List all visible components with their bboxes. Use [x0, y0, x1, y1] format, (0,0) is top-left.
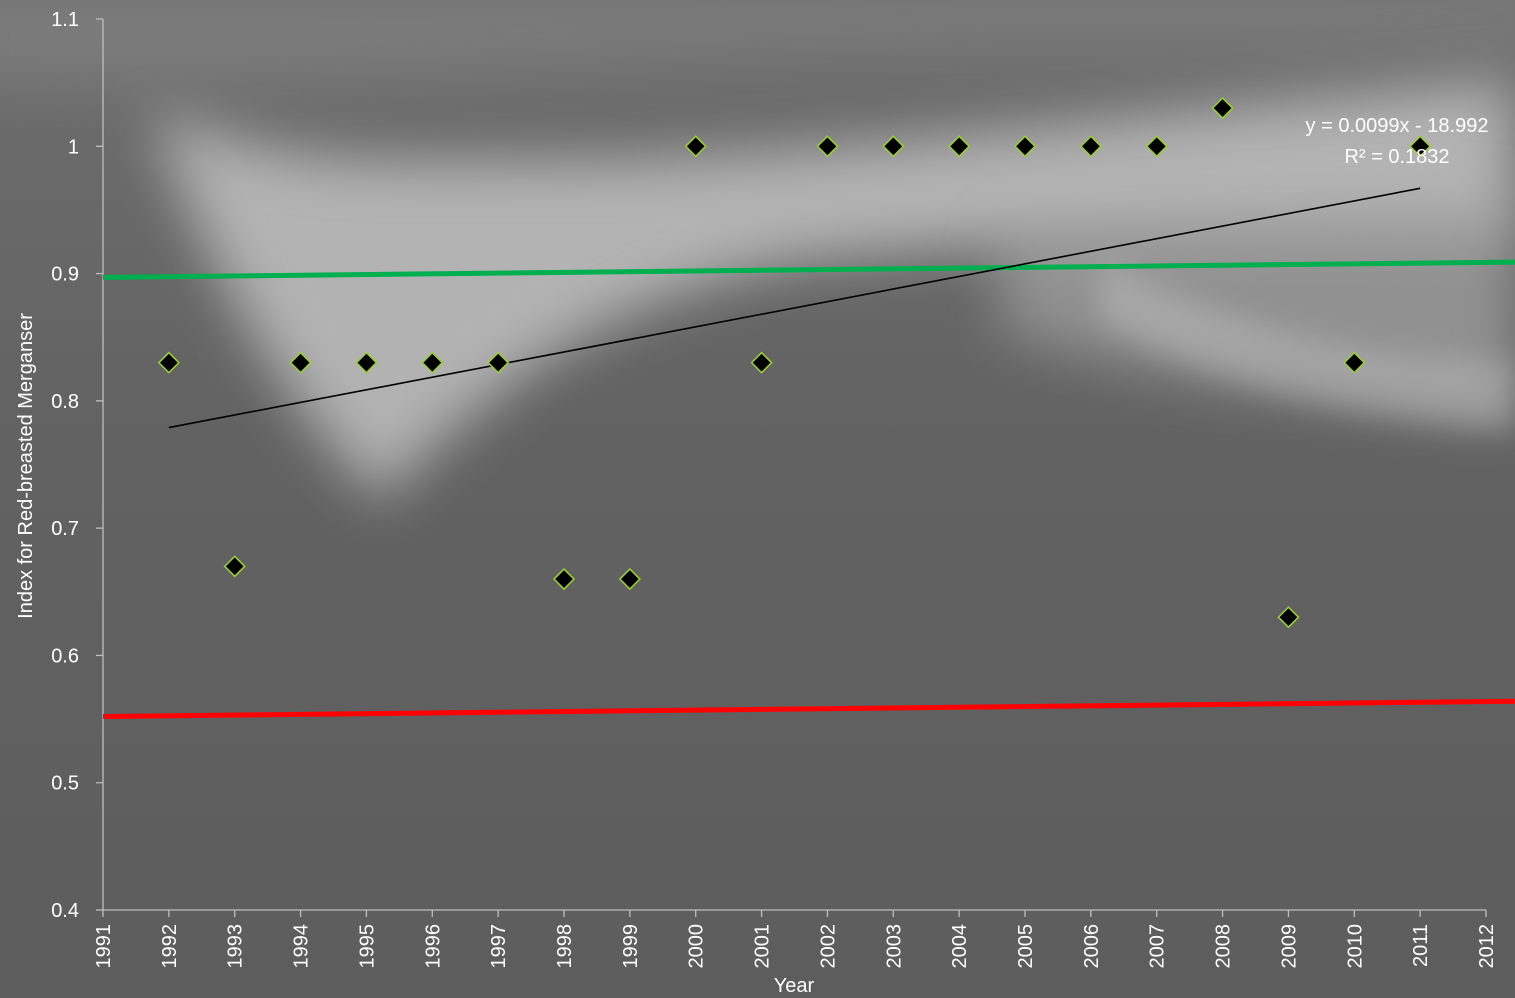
y-tick-label: 1.1: [51, 9, 79, 31]
y-tick-label: 1: [68, 136, 79, 158]
y-tick-label: 0.5: [51, 773, 79, 795]
x-tick-label: 1993: [225, 924, 247, 969]
x-tick-label: 2002: [817, 924, 839, 969]
data-point: [355, 351, 378, 374]
data-point: [1277, 606, 1300, 629]
data-point: [1343, 351, 1366, 374]
y-ticks: 0.4 0.5 0.6 0.7 0.8 0.9 1 1.1: [51, 9, 103, 922]
y-axis-title: Index for Red-breasted Merganser: [15, 313, 37, 619]
data-point: [487, 351, 510, 374]
x-tick-label: 2006: [1081, 924, 1103, 969]
x-tick-label: 1991: [93, 924, 115, 969]
trendline-line: [168, 187, 1421, 429]
trendline-equation: y = 0.0099x - 18.992: [1306, 115, 1489, 137]
x-tick-label: 2005: [1015, 924, 1037, 969]
x-tick-label: 2007: [1147, 924, 1169, 969]
data-point: [289, 351, 312, 374]
data-point: [948, 135, 971, 158]
x-tick-label: 1999: [620, 924, 642, 969]
reference-line-2: [102, 698, 1515, 720]
data-point: [1409, 135, 1432, 158]
axes: [102, 19, 1486, 911]
data-point: [882, 135, 905, 158]
data-point: [1013, 135, 1037, 158]
y-tick-label: 0.8: [51, 391, 79, 413]
x-tick-label: 1992: [159, 924, 181, 969]
scatter-points: [157, 96, 1432, 629]
x-tick-label: 1995: [356, 924, 378, 969]
y-tick-label: 0.7: [51, 518, 79, 540]
x-tick-label: 1996: [422, 924, 444, 969]
trendline: [168, 187, 1421, 429]
x-tick-label: 2012: [1476, 924, 1498, 969]
x-tick-label: 1998: [554, 924, 576, 969]
x-axis-title: Year: [774, 975, 815, 997]
x-tick-label: 2009: [1278, 924, 1300, 969]
data-point: [223, 555, 246, 578]
trendline-r-squared: R² = 0.1832: [1344, 146, 1449, 168]
x-tick-label: 2003: [883, 924, 905, 969]
data-point: [552, 567, 576, 591]
reference-line-1: [102, 259, 1515, 280]
y-tick-label: 0.9: [51, 264, 79, 286]
data-point: [684, 135, 707, 158]
x-tick-label: 2000: [686, 924, 708, 969]
y-tick-label: 0.6: [51, 645, 79, 667]
data-point: [157, 351, 180, 374]
data-point: [618, 567, 641, 591]
data-point: [750, 351, 773, 374]
data-point: [816, 135, 839, 158]
y-tick-label: 0.4: [51, 900, 79, 922]
x-tick-label: 2010: [1344, 924, 1366, 969]
x-tick-label: 2008: [1213, 924, 1235, 969]
x-tick-label: 1997: [488, 924, 510, 969]
reference-lines: [102, 259, 1515, 720]
x-ticks: 1991 1992 1993 1994 1995 1996 1997 1998 1999 2000…: [93, 910, 1498, 969]
data-point: [421, 351, 444, 374]
x-tick-label: 2001: [752, 924, 774, 969]
data-point: [1079, 135, 1102, 158]
x-tick-label: 2011: [1410, 924, 1432, 967]
data-point: [1145, 135, 1168, 158]
x-tick-label: 2004: [949, 924, 971, 969]
x-tick-label: 1994: [291, 924, 313, 969]
data-point: [1211, 96, 1234, 120]
